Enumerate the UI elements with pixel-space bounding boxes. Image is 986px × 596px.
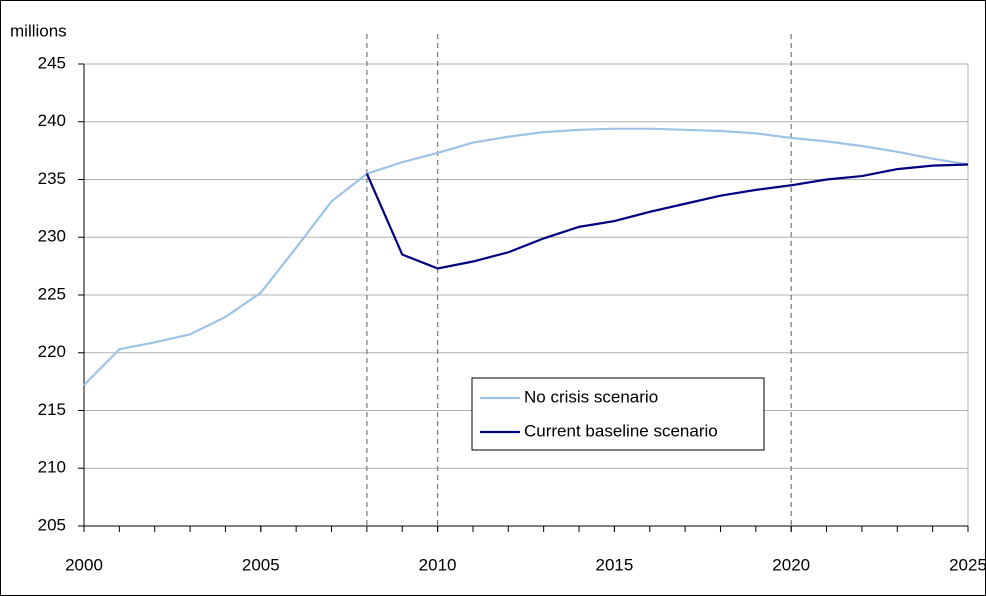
x-tick-label: 2025 xyxy=(949,555,986,574)
x-tick-label: 2005 xyxy=(242,555,280,574)
y-axis-label: millions xyxy=(10,21,67,40)
y-tick-label: 205 xyxy=(38,515,66,534)
y-tick-label: 215 xyxy=(38,400,66,419)
y-tick-label: 225 xyxy=(38,284,66,303)
series-line xyxy=(83,127,969,386)
legend-label: Current baseline scenario xyxy=(524,421,718,440)
y-tick-label: 210 xyxy=(38,458,66,477)
series-line xyxy=(365,163,969,270)
legend-label: No crisis scenario xyxy=(524,387,658,406)
x-tick-label: 2000 xyxy=(65,555,103,574)
y-tick-label: 220 xyxy=(38,342,66,361)
y-tick-label: 245 xyxy=(38,53,66,72)
x-tick-label: 2020 xyxy=(772,555,810,574)
x-tick-label: 2015 xyxy=(595,555,633,574)
y-tick-label: 240 xyxy=(38,111,66,130)
y-tick-label: 235 xyxy=(38,169,66,188)
legend-box xyxy=(471,377,765,451)
y-tick-label: 230 xyxy=(38,227,66,246)
x-tick-label: 2010 xyxy=(419,555,457,574)
